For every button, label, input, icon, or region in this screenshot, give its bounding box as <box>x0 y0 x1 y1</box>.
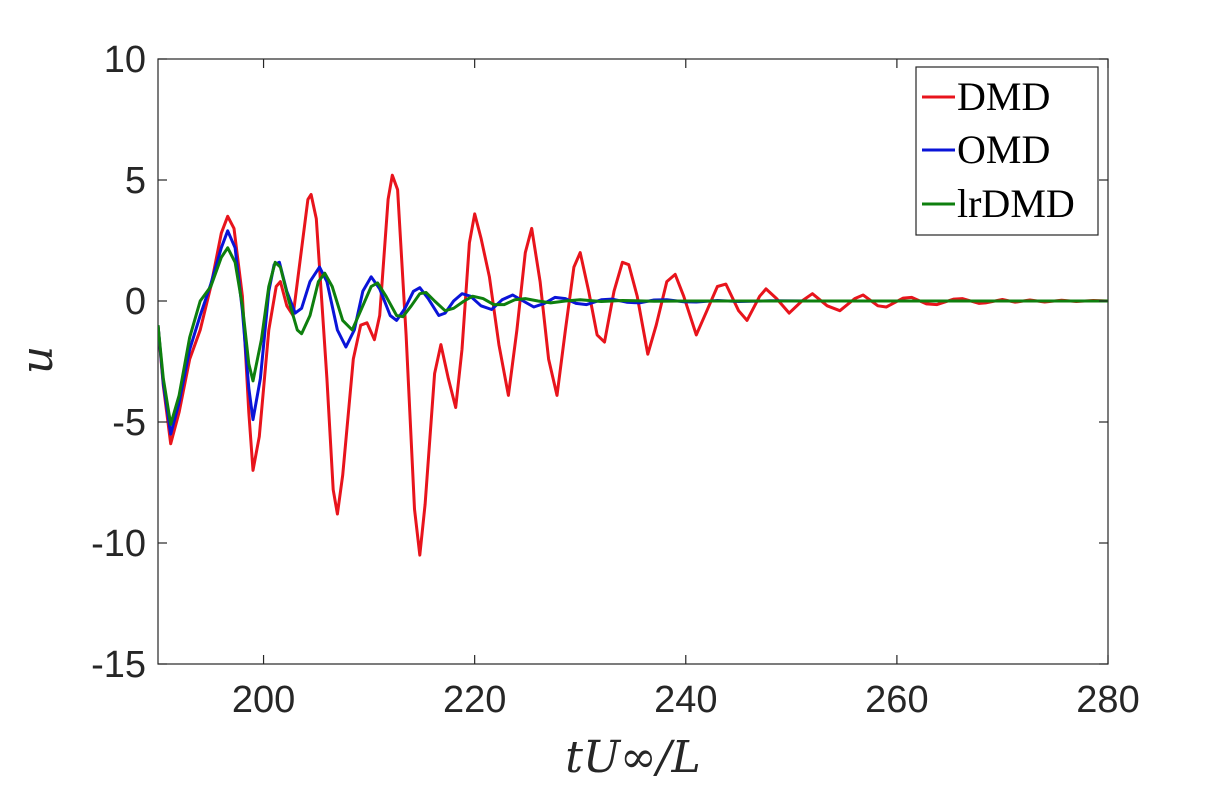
y-tick-label: -15 <box>91 644 146 686</box>
x-tick-label: 280 <box>1076 679 1139 721</box>
legend-label-omd: OMD <box>957 127 1050 172</box>
x-tick-label: 240 <box>654 679 717 721</box>
y-tick-label: -10 <box>91 523 146 565</box>
legend-entry-omd: OMD <box>922 127 1050 172</box>
y-tick-label: -5 <box>112 402 146 444</box>
x-tick-label: 260 <box>865 679 928 721</box>
legend-entry-lrdmd: lrDMD <box>922 181 1075 226</box>
series-lines <box>158 173 1108 557</box>
y-tick-label: 10 <box>104 39 146 81</box>
legend-entry-dmd: DMD <box>922 74 1050 119</box>
x-tick-label: 200 <box>232 679 295 721</box>
y-tick-label: 0 <box>125 281 146 323</box>
series-line-omd <box>158 229 1108 436</box>
x-axis-label: tU∞/L <box>565 732 700 783</box>
x-axis-ticks: 200 220 240 260 280 <box>232 59 1140 721</box>
y-tick-label: 5 <box>125 160 146 202</box>
series-line-lrdmd <box>158 246 1108 426</box>
x-tick-label: 220 <box>443 679 506 721</box>
y-axis-label: u <box>12 346 63 374</box>
legend-label-dmd: DMD <box>957 74 1050 119</box>
legend: DMD OMD lrDMD <box>915 66 1099 236</box>
y-axis-ticks: 10 5 0 -5 -10 -15 <box>91 39 1108 686</box>
legend-label-lrdmd: lrDMD <box>957 181 1075 226</box>
